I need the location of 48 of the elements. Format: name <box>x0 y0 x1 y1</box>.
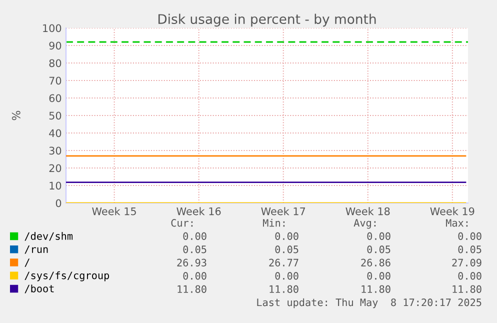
text: 26.77 <box>269 258 298 266</box>
text: 0.00 <box>183 272 206 280</box>
legend-label: / <box>24 258 30 267</box>
y-tick-label: 30 <box>49 146 62 155</box>
text: 0.05 <box>275 246 298 254</box>
y-tick-label: 70 <box>49 76 62 85</box>
text: Last update: Thu May 8 17:20:17 2025 <box>257 298 482 308</box>
x-tick-label: Week 18 <box>346 207 390 216</box>
text: 0.00 <box>275 232 298 240</box>
text: 0.00 <box>275 272 298 280</box>
y-tick-label: 10 <box>50 182 62 190</box>
text: 11.80 <box>270 285 298 293</box>
x-tick-label: Week 15 <box>92 207 136 216</box>
text: 26.93 <box>177 258 206 266</box>
text: Max: <box>446 219 468 227</box>
text: 0.00 <box>458 232 482 240</box>
y-tick-label: 90 <box>49 42 62 50</box>
text: 0.05 <box>183 246 206 254</box>
chart-title: Disk usage in percent - by month <box>158 14 376 27</box>
legend-label: /sys/fs/cgroup <box>24 271 110 282</box>
y-tick-label: 20 <box>49 164 62 172</box>
y-tick-label: 50 <box>49 112 62 120</box>
text: Avg: <box>354 219 376 229</box>
x-tick-label: Week 16 <box>176 207 221 216</box>
legend-label: /boot <box>24 284 54 294</box>
text: 11.80 <box>452 285 482 293</box>
y-tick-label: 60 <box>49 94 62 102</box>
text: 0.00 <box>183 232 206 240</box>
text: 11.80 <box>362 285 390 293</box>
text: 0.05 <box>367 246 390 254</box>
text: 26.86 <box>361 258 390 266</box>
text: 0.00 <box>458 272 482 280</box>
text: 11.80 <box>178 285 206 293</box>
text: 0.00 <box>367 272 390 280</box>
text: 0.00 <box>367 232 390 240</box>
y-axis-title: % <box>12 110 20 120</box>
y-tick-label: 40 <box>49 129 62 138</box>
text: 0.05 <box>458 246 482 254</box>
legend-label: /dev/shm <box>24 232 73 241</box>
y-tick-label: 0 <box>56 199 62 208</box>
x-tick-label: Week 19 <box>430 207 474 216</box>
y-tick-label: 80 <box>49 59 62 68</box>
text: Cur: <box>171 219 193 227</box>
y-tick-label: 100 <box>43 24 62 32</box>
text: 27.09 <box>452 258 482 266</box>
x-tick-label: Week 17 <box>261 207 306 216</box>
text: Min: <box>263 218 285 227</box>
legend-label: /run <box>24 245 48 254</box>
